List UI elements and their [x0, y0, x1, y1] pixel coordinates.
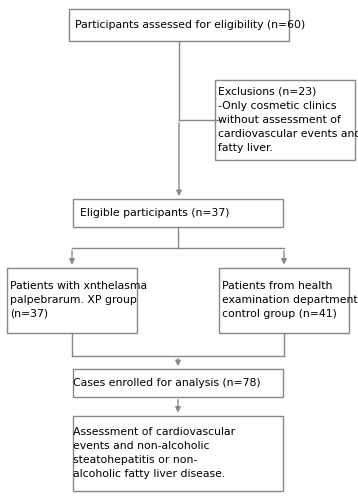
- Text: Patients with xnthelasma
palpebrarum. XP group
(n=37): Patients with xnthelasma palpebrarum. XP…: [10, 281, 147, 319]
- Text: Exclusions (n=23)
-Only cosmetic clinics
without assessment of
cardiovascular ev: Exclusions (n=23) -Only cosmetic clinics…: [218, 87, 358, 153]
- FancyBboxPatch shape: [69, 9, 289, 41]
- FancyBboxPatch shape: [73, 369, 283, 397]
- Text: Assessment of cardiovascular
events and non-alcoholic
steatohepatitis or non-
al: Assessment of cardiovascular events and …: [73, 427, 235, 479]
- FancyBboxPatch shape: [73, 416, 283, 490]
- FancyBboxPatch shape: [215, 80, 355, 160]
- Text: Patients from health
examination department.
control group (n=41): Patients from health examination departm…: [222, 281, 358, 319]
- FancyBboxPatch shape: [7, 268, 137, 332]
- Text: Cases enrolled for analysis (n=78): Cases enrolled for analysis (n=78): [73, 378, 261, 388]
- Text: Participants assessed for eligibility (n=60): Participants assessed for eligibility (n…: [75, 20, 305, 30]
- Text: Eligible participants (n=37): Eligible participants (n=37): [80, 208, 229, 218]
- FancyBboxPatch shape: [73, 199, 283, 227]
- FancyBboxPatch shape: [219, 268, 349, 332]
